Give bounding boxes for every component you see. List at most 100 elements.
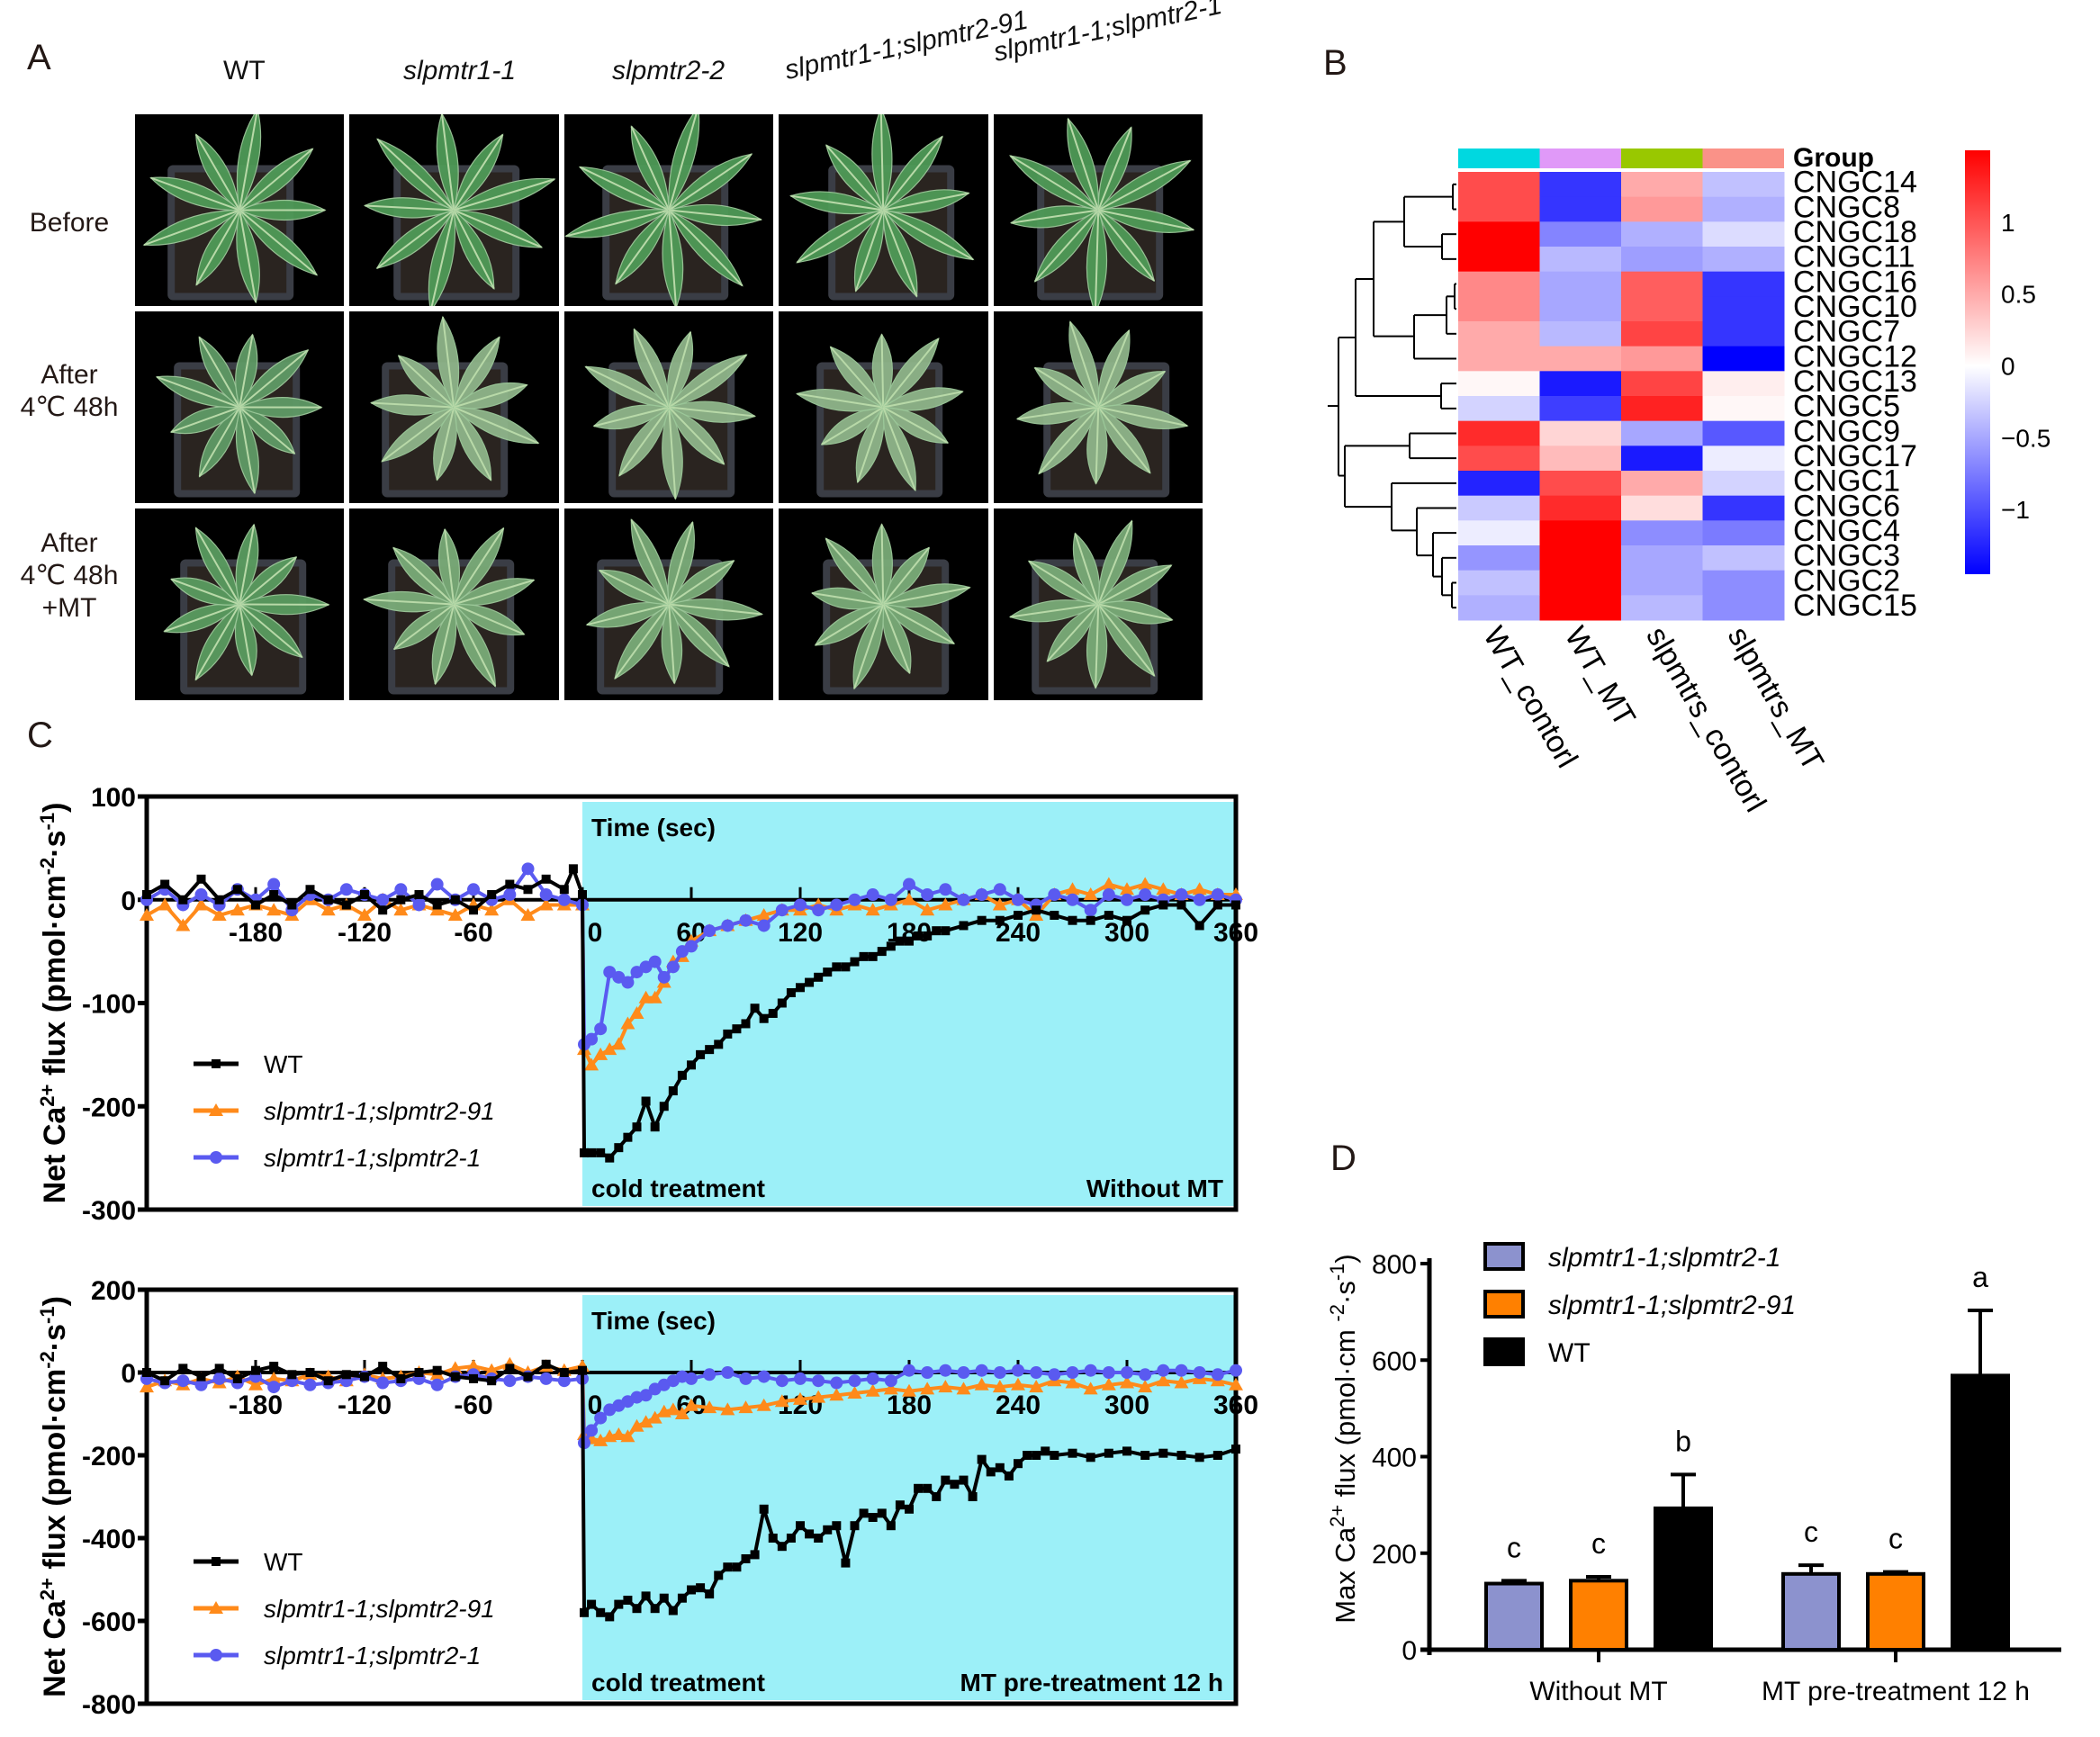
data-point	[668, 1086, 678, 1096]
data-point	[1192, 882, 1207, 896]
heatmap-cell	[1458, 271, 1540, 297]
leaf-vein	[194, 133, 241, 211]
data-point	[920, 903, 935, 916]
leaf-vein	[586, 603, 670, 626]
leaf-vein	[393, 603, 455, 651]
panel-label-c: C	[27, 716, 53, 755]
leaf-vein	[453, 210, 496, 290]
leaf-vein	[615, 209, 670, 284]
data-point	[884, 1374, 897, 1388]
data-point	[859, 951, 869, 961]
leaf-vein	[143, 209, 240, 247]
leaf-vein	[442, 317, 455, 408]
data-point	[605, 1153, 615, 1163]
data-point	[723, 1562, 733, 1572]
data-point	[394, 883, 408, 896]
group-label: Group	[1793, 143, 1874, 173]
data-point	[305, 885, 315, 895]
legend-marker	[210, 1649, 222, 1661]
data-point	[668, 1606, 678, 1616]
data-point	[796, 1521, 805, 1531]
data-point	[975, 888, 988, 902]
data-point	[756, 907, 771, 921]
data-point	[829, 1388, 844, 1401]
data-point	[823, 968, 833, 977]
data-point	[923, 931, 933, 940]
data-point	[1068, 915, 1077, 925]
leaf-vein	[882, 603, 955, 644]
leaf-vein	[239, 603, 303, 659]
data-point	[378, 1362, 388, 1372]
leaf-vein	[164, 603, 240, 633]
heatmap-cell	[1621, 420, 1703, 446]
leaf-vein	[239, 148, 314, 212]
plant-photo	[349, 114, 559, 306]
data-point	[1102, 888, 1115, 902]
data-point	[739, 914, 753, 927]
heatmap-cell	[1702, 247, 1785, 273]
data-point	[641, 1591, 651, 1601]
data-point	[1032, 905, 1041, 915]
leaf-vein	[453, 336, 501, 409]
heatmap-cell	[1458, 446, 1540, 472]
data-point	[702, 1400, 717, 1414]
panel-label-a: A	[27, 38, 51, 77]
data-point	[303, 1378, 317, 1391]
heatmap-cell	[1539, 471, 1622, 497]
y-tick-label: 0	[1402, 1636, 1417, 1666]
data-point	[196, 1372, 206, 1382]
leaf-vein	[882, 406, 949, 444]
heatmap-cell	[1539, 346, 1622, 372]
leaf-vein	[436, 407, 455, 481]
data-point	[1048, 888, 1061, 902]
x-tick-label: -120	[338, 1390, 392, 1420]
heatmap-cell	[1621, 396, 1703, 422]
heatmap-cell	[1621, 446, 1703, 472]
data-point	[605, 1612, 615, 1622]
data-point	[794, 898, 807, 912]
leaf-vein	[198, 406, 241, 477]
x-axis-label: Time (sec)	[591, 814, 716, 842]
leaf-vein	[1096, 329, 1130, 408]
series-line	[146, 1362, 1237, 1619]
data-point	[777, 1542, 787, 1552]
data-point	[865, 903, 880, 916]
data-point	[756, 1398, 771, 1411]
data-point	[1231, 1444, 1240, 1454]
data-point	[447, 1361, 463, 1374]
leaf-vein	[1097, 370, 1166, 409]
leaf-vein	[170, 406, 240, 434]
heatmap-cell	[1539, 321, 1622, 347]
data-point	[1122, 915, 1131, 925]
data-point	[705, 1589, 715, 1599]
plant-photo	[779, 311, 988, 503]
y-tick-label: -300	[82, 1196, 136, 1226]
data-point	[956, 1382, 971, 1395]
leaf-vein	[1097, 159, 1191, 212]
data-point	[995, 915, 1005, 925]
leaf-vein	[239, 524, 256, 605]
data-point	[1066, 893, 1079, 906]
row-label: Before	[29, 208, 110, 238]
leaf-vein	[454, 383, 528, 409]
heatmap-cell	[1458, 595, 1540, 621]
data-point	[895, 1500, 905, 1510]
heatmap-cell	[1458, 221, 1540, 248]
bar	[1654, 1506, 1713, 1652]
plant-illustration	[1008, 117, 1194, 306]
heatmap-cell	[1539, 495, 1622, 521]
data-point	[1012, 893, 1024, 906]
row-label: After 4℃ 48h	[20, 360, 119, 422]
row-label: CNGC10	[1793, 290, 1917, 324]
data-point	[905, 1504, 914, 1514]
leaf-vein	[453, 407, 492, 482]
row-label: CNGC13	[1793, 364, 1917, 399]
legend-swatch	[1483, 1242, 1525, 1271]
legend-marker	[210, 1151, 222, 1164]
x-tick-label: -180	[229, 1390, 283, 1420]
row-label: CNGC6	[1793, 489, 1900, 523]
legend-marker	[209, 1601, 223, 1614]
heatmap-cell	[1621, 595, 1703, 621]
